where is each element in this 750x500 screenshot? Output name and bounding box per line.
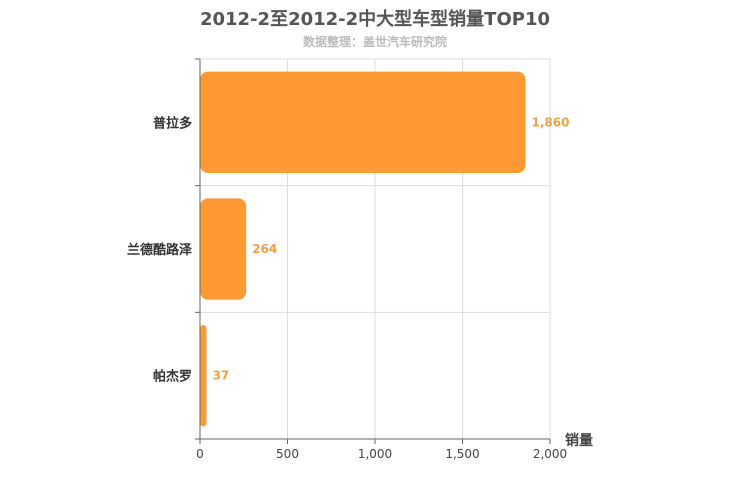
- bar-1: [200, 71, 526, 173]
- chart-title: 2012-2至2012-2中大型车型销量TOP10: [199, 9, 550, 30]
- data-label-3: 37: [212, 369, 229, 383]
- bar-2: [200, 198, 247, 300]
- x-tick-label-2: 500: [276, 447, 299, 461]
- category-label-2: 兰德酷路泽: [127, 242, 193, 258]
- x-tick-label-5: 2,000: [533, 447, 567, 461]
- x-tick-label-1: 0: [196, 447, 204, 461]
- labels: 1,860 普拉多 264 兰德酷路泽 37 帕杰罗 0 500 1,000 1,500 2,000: [127, 115, 569, 461]
- category-label-1: 普拉多: [153, 115, 192, 131]
- x-tick-label-4: 1,500: [445, 447, 479, 461]
- x-axis-title: 销量: [565, 432, 593, 449]
- chart-subtitle: 数据整理：盖世汽车研究院: [302, 35, 447, 49]
- data-label-1: 1,860: [532, 115, 570, 129]
- bars: [200, 71, 526, 427]
- bar-3: [200, 325, 207, 427]
- category-label-3: 帕杰罗: [153, 369, 192, 385]
- data-label-2: 264: [252, 242, 277, 256]
- axes: [195, 58, 551, 444]
- x-tick-label-3: 1,000: [358, 447, 392, 461]
